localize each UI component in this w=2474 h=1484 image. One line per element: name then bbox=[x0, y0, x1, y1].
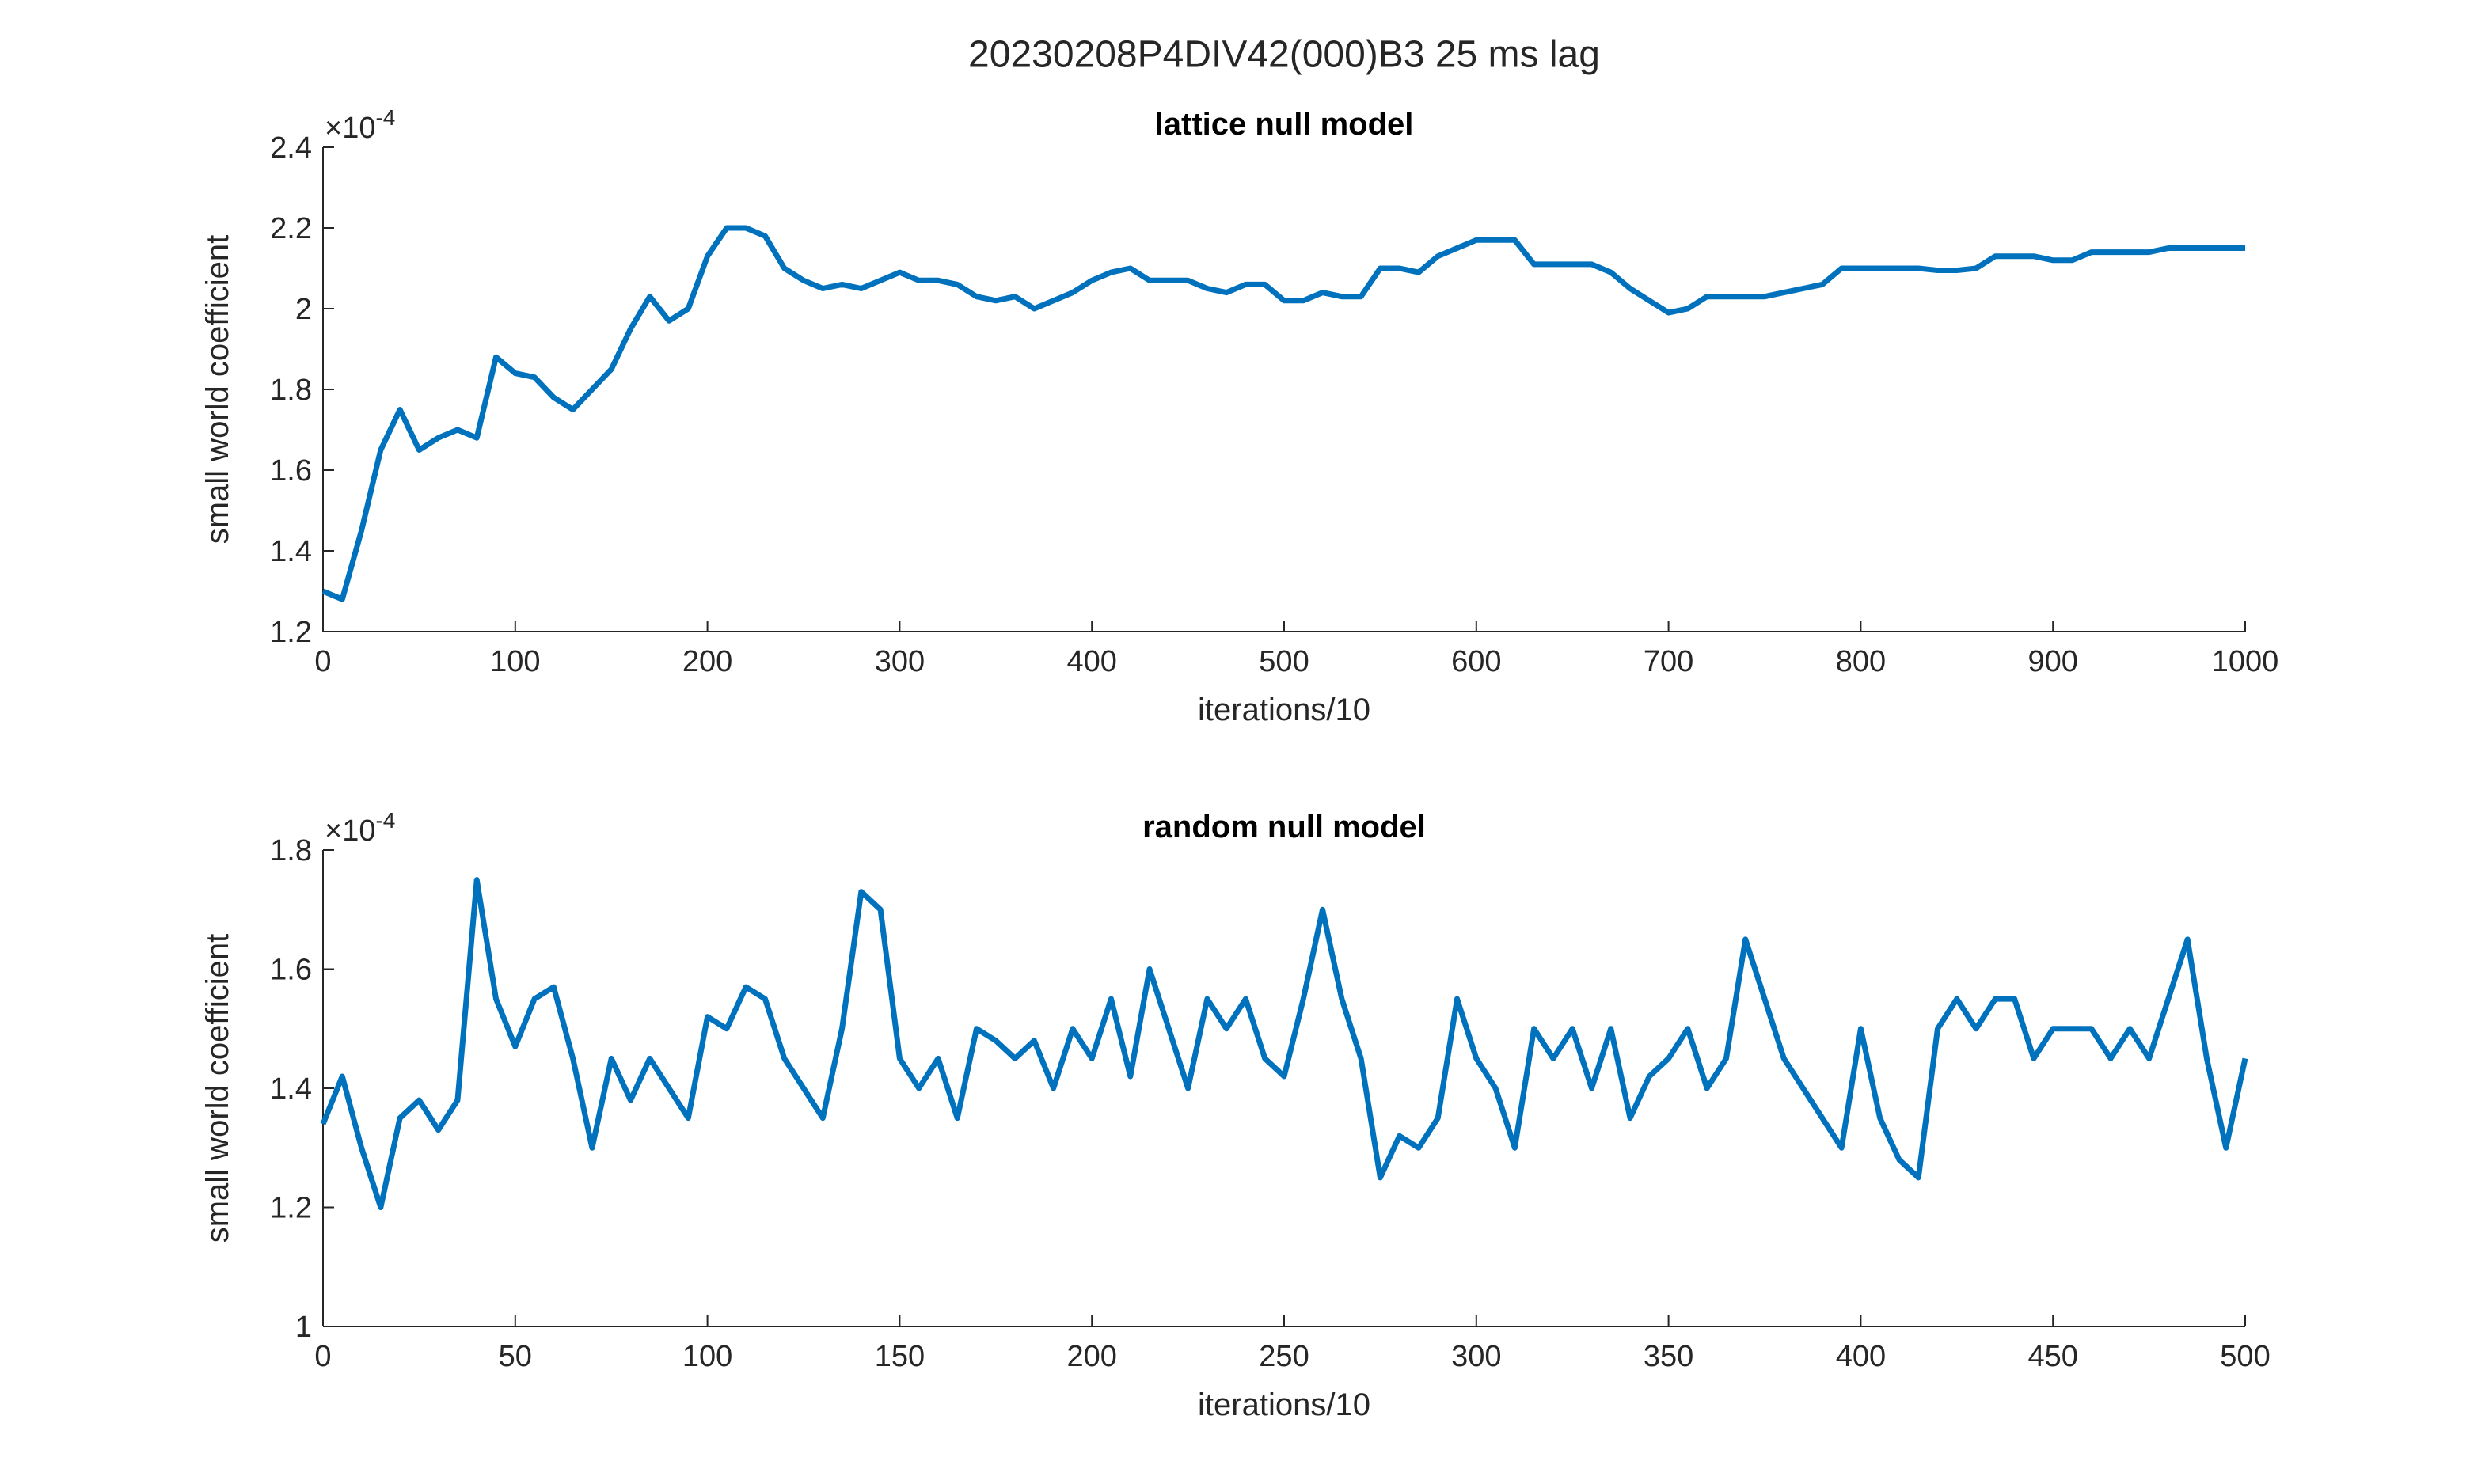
y-tick-label: 2.4 bbox=[270, 131, 312, 165]
x-tick-label: 800 bbox=[1836, 645, 1886, 678]
exponent-base: ×10 bbox=[325, 814, 375, 848]
y-exponent: ×10-4 bbox=[325, 808, 395, 848]
figure-title: 20230208P4DIV42(000)B3 25 ms lag bbox=[968, 34, 1600, 76]
x-tick-label: 450 bbox=[2027, 1340, 2077, 1373]
x-tick-label: 500 bbox=[2220, 1340, 2270, 1373]
x-tick-label: 200 bbox=[682, 645, 732, 678]
x-tick-label: 500 bbox=[1259, 645, 1309, 678]
x-tick-label: 200 bbox=[1066, 1340, 1116, 1373]
y-tick-label: 1.4 bbox=[270, 1072, 312, 1106]
data-line bbox=[321, 225, 2245, 602]
x-tick-label: 600 bbox=[1451, 645, 1501, 678]
subplot-title: random null model bbox=[1142, 810, 1426, 844]
x-tick-label: 0 bbox=[314, 1340, 331, 1373]
x-tick-label: 900 bbox=[2027, 645, 2077, 678]
exponent-base: ×10 bbox=[325, 112, 375, 145]
x-tick-label: 100 bbox=[490, 645, 540, 678]
x-tick-label: 700 bbox=[1644, 645, 1693, 678]
x-tick-label: 1000 bbox=[2212, 645, 2279, 678]
x-tick-label: 100 bbox=[682, 1340, 732, 1373]
y-tick-label: 1.8 bbox=[270, 834, 312, 867]
x-tick-label: 400 bbox=[1066, 645, 1116, 678]
subplot-title: lattice null model bbox=[1155, 107, 1414, 142]
y-tick-label: 1.2 bbox=[270, 1192, 312, 1225]
y-tick-label: 2 bbox=[295, 293, 312, 326]
x-tick-label: 250 bbox=[1259, 1340, 1309, 1373]
x-axis-label: iterations/10 bbox=[1198, 1387, 1370, 1422]
x-tick-label: 50 bbox=[499, 1340, 532, 1373]
y-tick-label: 2.2 bbox=[270, 212, 312, 245]
y-tick-label: 1.6 bbox=[270, 954, 312, 987]
exponent-power: -4 bbox=[375, 808, 395, 833]
x-tick-label: 350 bbox=[1644, 1340, 1693, 1373]
y-tick-label: 1.6 bbox=[270, 454, 312, 488]
y-tick-label: 1.8 bbox=[270, 374, 312, 407]
x-tick-label: 300 bbox=[875, 645, 925, 678]
x-tick-label: 400 bbox=[1836, 1340, 1886, 1373]
exponent-power: -4 bbox=[375, 105, 395, 130]
x-tick-label: 0 bbox=[314, 645, 331, 678]
x-tick-label: 150 bbox=[875, 1340, 925, 1373]
y-tick-label: 1.2 bbox=[270, 616, 312, 649]
y-exponent: ×10-4 bbox=[325, 105, 395, 145]
y-tick-label: 1.4 bbox=[270, 535, 312, 568]
x-axis-label: iterations/10 bbox=[1198, 693, 1370, 727]
data-line bbox=[320, 877, 2248, 1210]
y-tick-label: 1 bbox=[295, 1311, 312, 1344]
y-axis-label: small world coefficient bbox=[200, 934, 235, 1243]
x-tick-label: 300 bbox=[1451, 1340, 1501, 1373]
y-axis-label: small world coefficient bbox=[200, 235, 235, 545]
